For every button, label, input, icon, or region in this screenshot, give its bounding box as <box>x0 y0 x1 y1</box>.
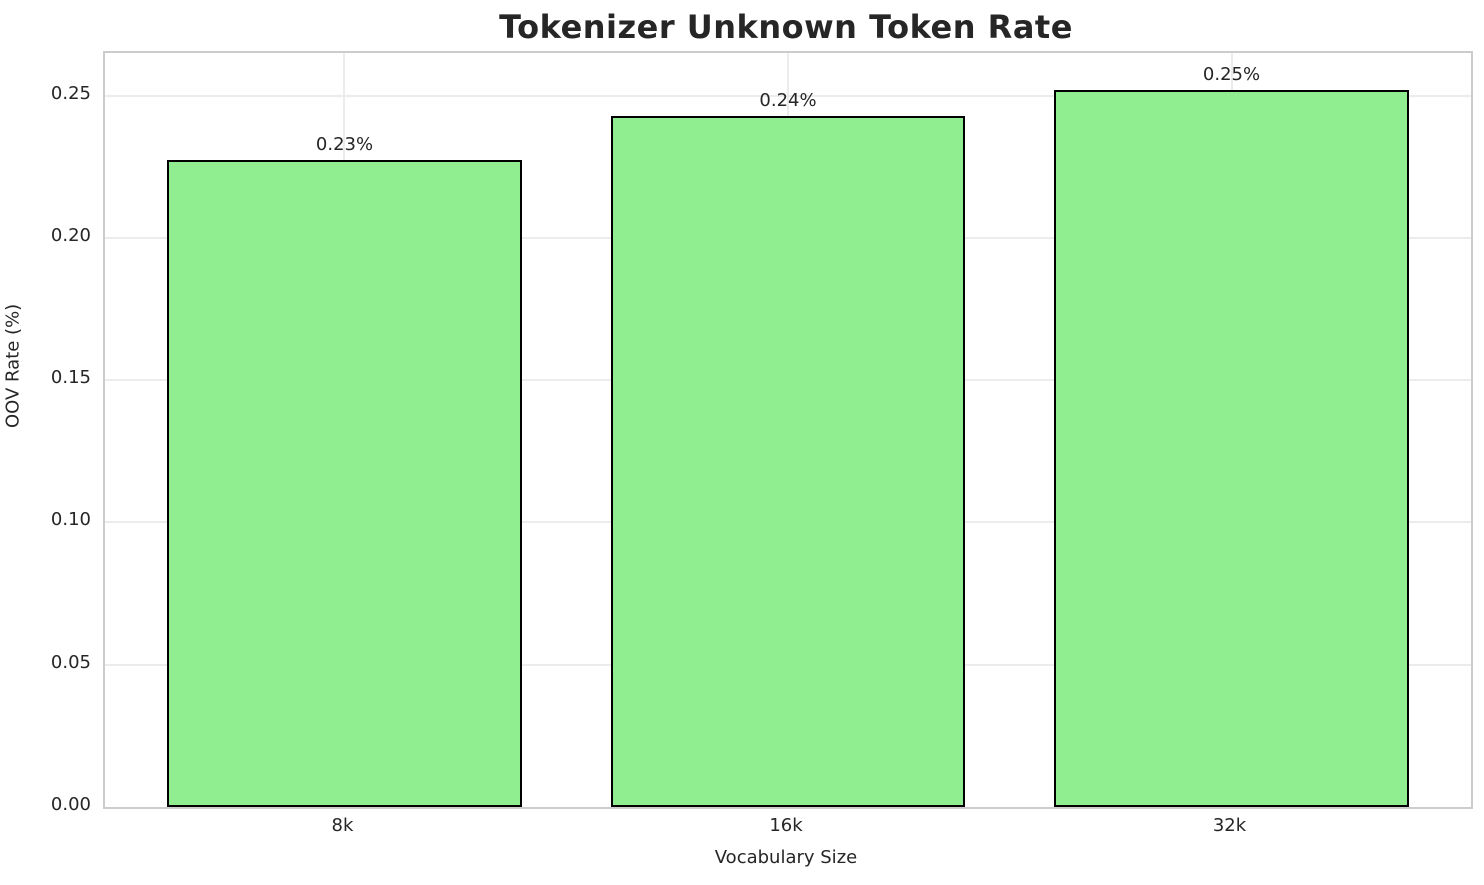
bar-16k <box>610 115 966 807</box>
y-tick-label: 0.10 <box>50 509 91 531</box>
bar-value-label: 0.24% <box>759 89 817 111</box>
bar-32k <box>1054 90 1409 807</box>
bar-value-label: 0.25% <box>1202 64 1261 85</box>
x-tick-label: 16k <box>769 815 803 836</box>
x-axis-label: Vocabulary Size <box>714 847 858 868</box>
bar-8k <box>167 159 522 807</box>
bar-value-label: 0.23% <box>315 133 374 155</box>
y-axis-label-text: OOV Rate (%) <box>2 303 24 428</box>
plot-area: 0.23% 0.24% 0.25% <box>103 51 1473 809</box>
y-tick-label: 0.20 <box>50 224 91 246</box>
y-tick-label: 0.25 <box>50 82 91 104</box>
x-tick-label: 8k <box>331 815 354 836</box>
x-tick-label: 32k <box>1212 815 1247 836</box>
y-tick-label: 0.05 <box>50 651 91 673</box>
y-tick-label: 0.00 <box>50 794 91 815</box>
chart-title: Tokenizer Unknown Token Rate <box>499 8 1073 46</box>
y-tick-label: 0.15 <box>50 367 91 389</box>
